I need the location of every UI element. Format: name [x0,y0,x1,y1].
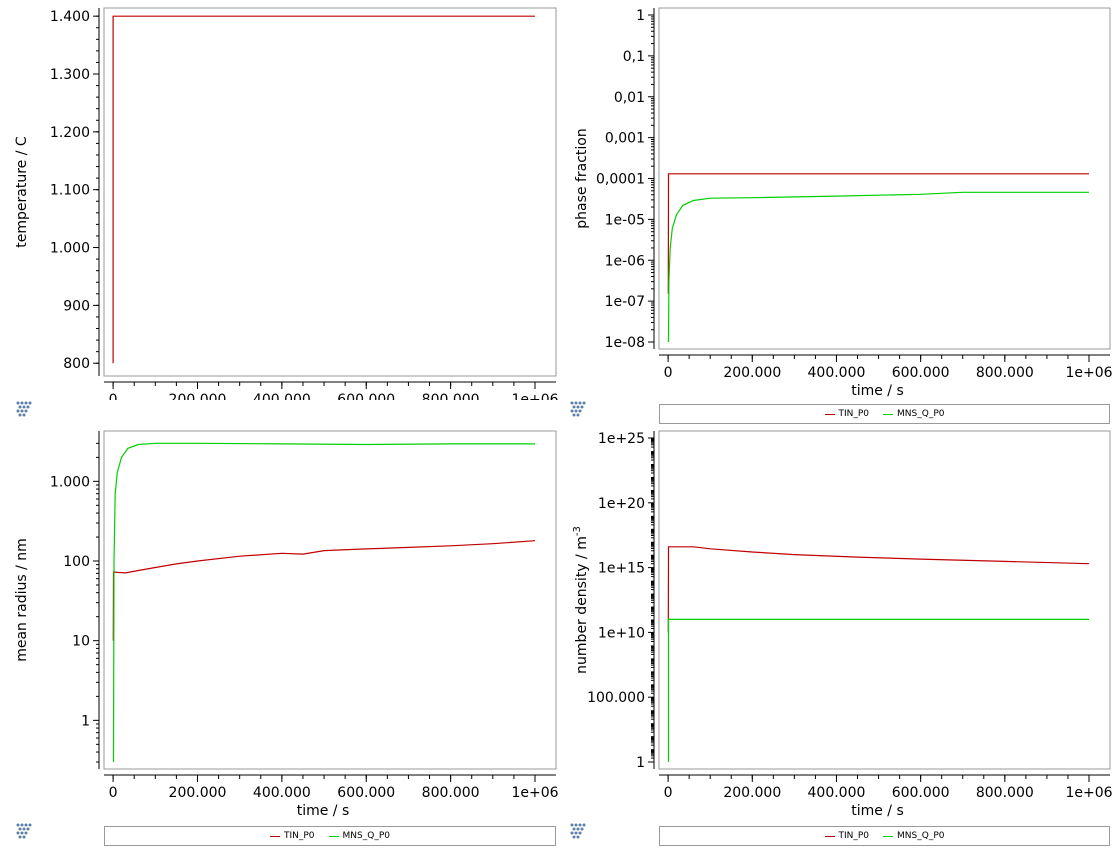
phase-fraction-chart: 1e-08 1e-07 1e-06 1e-05 0,0001 0,001 0,01 0,1 1 0… [574,7,1113,399]
legend-swatch-tin [824,835,835,837]
plot-frame [658,7,1111,350]
y-tick-label: 1e-08 [605,335,645,351]
series-line-mns-q-p0 [667,618,1089,762]
y-tick-label: 1e+25 [598,431,645,447]
x-tick-label: 600.000 [337,785,395,801]
y-axis-title: number density / m-3 [572,526,590,674]
x-tick-label: 800.000 [422,392,480,400]
x-tick-label: 200.000 [723,365,781,381]
series-line-mns-q-p0 [667,191,1089,343]
x-tick-label: 800.000 [976,365,1034,381]
y-tick-label: 1 [636,755,645,771]
y-tick-label: 0,1 [623,49,645,65]
legend-item-mns: MNS_Q_P0 [328,831,390,841]
y-tick-label: 1.300 [50,67,90,83]
x-tick-label: 1e+06 [1065,785,1112,801]
series-line-temperature [112,15,535,364]
matcalc-logo-icon[interactable] [569,822,587,840]
series-line-tin-p0 [667,546,1090,633]
y-tick-label: 1 [636,8,645,24]
legend-item-mns: MNS_Q_P0 [883,409,945,419]
legend-item-tin: TIN_P0 [270,831,315,841]
y-tick-label: 1e+15 [598,561,645,577]
y-tick-label: 0,001 [605,131,645,147]
y-axis-title-exponent: -3 [572,526,583,536]
legend-label-tin: TIN_P0 [838,831,870,841]
y-tick-label: 1e-05 [605,212,645,228]
legend-swatch-mns [883,835,894,837]
y-tick-label: 0,0001 [596,172,645,188]
x-tick-label: 800.000 [976,785,1034,801]
plot-frame [103,430,557,770]
y-tick-label: 100.000 [587,690,645,706]
y-tick-label: 1.000 [50,241,90,257]
legend-label-mns: MNS_Q_P0 [897,409,945,419]
y-tick-label: 1e-06 [605,253,645,269]
legend-item-tin: TIN_P0 [824,831,870,841]
series-line-mns-q-p0 [112,442,535,763]
x-axis-title: time / s [851,803,904,819]
legend-item-tin: TIN_P0 [824,409,870,419]
y-axis-title: mean radius / nm [14,538,30,662]
y-tick-label: 0,01 [614,90,645,106]
legend-swatch-tin [270,835,280,837]
x-tick-label: 1e+06 [1065,365,1112,381]
series-line-tin-p0 [667,173,1089,294]
mean-radius-chart: 1 10 100 1.000 0 200.000 400.000 600.000 800.000… [14,430,559,819]
legend-phase-fraction: TIN_P0 MNS_Q_P0 [659,404,1110,424]
x-tick-label: 0 [664,785,673,801]
matcalc-logo-icon[interactable] [15,822,33,840]
legend-label-tin: TIN_P0 [838,409,870,419]
y-tick-label: 800 [63,356,90,372]
x-tick-label: 0 [109,785,118,801]
legend-mean-radius: TIN_P0 MNS_Q_P0 [104,826,556,846]
x-axis-title: time / s [851,383,904,399]
y-tick-label: 1.200 [50,125,90,141]
matcalc-logo-icon[interactable] [569,400,587,418]
x-tick-label: 800.000 [422,785,480,801]
legend-label-mns: MNS_Q_P0 [342,831,390,841]
legend-swatch-mns [883,413,894,415]
y-axis-title: phase fraction [574,128,590,228]
y-tick-label: 1e-07 [605,294,645,310]
x-tick-label: 400.000 [808,785,866,801]
x-tick-label: 200.000 [169,785,227,801]
y-tick-label: 1e+20 [598,496,645,512]
plot-frame [103,7,557,377]
y-tick-label: 100 [63,554,90,570]
x-tick-label: 0 [109,392,118,400]
legend-label-tin: TIN_P0 [284,831,315,841]
y-tick-label: 1e+10 [598,625,645,641]
x-tick-label: 400.000 [253,785,311,801]
legend-number-density: TIN_P0 MNS_Q_P0 [659,826,1110,846]
legend-item-mns: MNS_Q_P0 [883,831,945,841]
y-axis-title: temperature / C [14,136,30,248]
x-tick-label: 600.000 [337,392,395,400]
legend-swatch-mns [328,835,339,837]
y-tick-label: 1.000 [50,474,90,490]
x-tick-label: 200.000 [723,785,781,801]
x-tick-label: 1e+06 [511,785,558,801]
plot-frame [658,430,1111,770]
x-tick-label: 400.000 [808,365,866,381]
y-tick-label: 1.100 [50,183,90,199]
y-tick-label: 10 [72,634,90,650]
x-axis-title: time / s [297,803,350,819]
legend-label-mns: MNS_Q_P0 [897,831,945,841]
temperature-chart: 800 900 1.000 1.100 1.200 1.300 1.400 0 200.000 4… [14,7,559,400]
y-tick-label: 1.400 [50,9,90,25]
series-line-tin-p0 [112,540,536,641]
x-tick-label: 200.000 [169,392,227,400]
legend-swatch-tin [824,413,835,415]
y-tick-label: 1 [81,713,90,729]
x-tick-label: 600.000 [892,365,950,381]
x-tick-label: 1e+06 [511,392,558,400]
x-tick-label: 600.000 [892,785,950,801]
x-tick-label: 400.000 [253,392,311,400]
matcalc-logo-icon[interactable] [15,400,33,418]
number-density-chart: 1 100.000 1e+10 1e+15 1e+20 1e+25 0 200.000 400.… [572,430,1113,819]
x-tick-label: 0 [664,365,673,381]
y-tick-label: 900 [63,298,90,314]
